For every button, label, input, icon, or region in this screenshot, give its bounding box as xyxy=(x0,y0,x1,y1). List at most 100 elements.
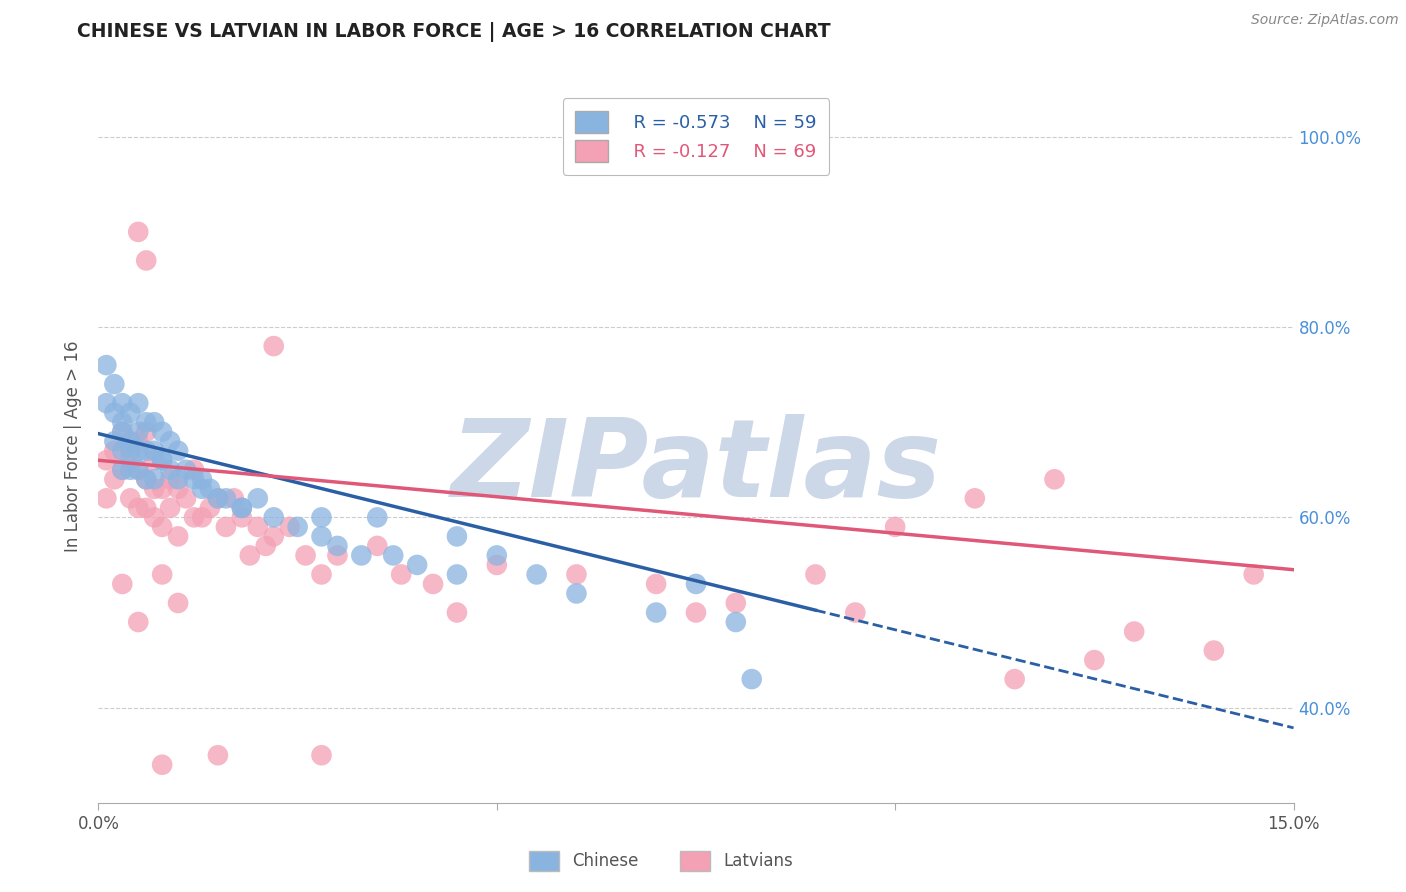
Point xyxy=(167,472,190,486)
Point xyxy=(215,520,238,534)
Point xyxy=(724,615,747,629)
Point xyxy=(96,396,118,410)
Point xyxy=(103,406,125,420)
Point xyxy=(844,606,866,620)
Point xyxy=(143,472,166,486)
Point xyxy=(150,425,173,439)
Point xyxy=(350,549,373,563)
Point xyxy=(111,577,134,591)
Point xyxy=(382,549,405,563)
Point xyxy=(485,558,508,572)
Point xyxy=(406,558,429,572)
Point xyxy=(111,443,134,458)
Point xyxy=(326,539,349,553)
Point xyxy=(1243,567,1265,582)
Point xyxy=(120,463,142,477)
Point xyxy=(804,567,827,582)
Point xyxy=(127,443,149,458)
Point xyxy=(111,463,134,477)
Point xyxy=(239,549,262,563)
Point xyxy=(167,529,190,543)
Point xyxy=(174,463,197,477)
Point xyxy=(143,482,166,496)
Point xyxy=(565,586,588,600)
Point xyxy=(174,491,197,506)
Point xyxy=(120,406,142,420)
Point xyxy=(96,491,118,506)
Point xyxy=(246,520,269,534)
Point xyxy=(135,425,157,439)
Point xyxy=(159,472,181,486)
Point xyxy=(135,415,157,429)
Point xyxy=(150,567,173,582)
Point xyxy=(191,472,214,486)
Point xyxy=(96,453,118,467)
Point xyxy=(724,596,747,610)
Point xyxy=(294,549,316,563)
Point xyxy=(135,500,157,515)
Point xyxy=(446,529,468,543)
Text: Source: ZipAtlas.com: Source: ZipAtlas.com xyxy=(1251,13,1399,28)
Point xyxy=(103,472,125,486)
Point xyxy=(485,549,508,563)
Point xyxy=(103,434,125,449)
Point xyxy=(246,491,269,506)
Point xyxy=(231,510,253,524)
Point xyxy=(645,577,668,591)
Point xyxy=(159,500,181,515)
Point xyxy=(526,567,548,582)
Point xyxy=(254,539,277,553)
Point xyxy=(215,491,238,506)
Point xyxy=(446,606,468,620)
Point xyxy=(135,253,157,268)
Legend: Chinese, Latvians: Chinese, Latvians xyxy=(520,842,801,880)
Point xyxy=(167,596,190,610)
Point xyxy=(135,472,157,486)
Point xyxy=(366,510,388,524)
Point xyxy=(198,500,221,515)
Legend:   R = -0.573    N = 59,   R = -0.127    N = 69: R = -0.573 N = 59, R = -0.127 N = 69 xyxy=(562,98,830,175)
Point xyxy=(167,443,190,458)
Point xyxy=(167,482,190,496)
Point xyxy=(183,472,205,486)
Point xyxy=(127,425,149,439)
Point xyxy=(565,567,588,582)
Point xyxy=(103,443,125,458)
Point xyxy=(1202,643,1225,657)
Point xyxy=(120,491,142,506)
Point xyxy=(127,463,149,477)
Point xyxy=(127,396,149,410)
Point xyxy=(150,520,173,534)
Point xyxy=(422,577,444,591)
Point xyxy=(120,443,142,458)
Point xyxy=(135,472,157,486)
Point xyxy=(143,510,166,524)
Point xyxy=(143,453,166,467)
Point xyxy=(263,339,285,353)
Point xyxy=(311,567,333,582)
Point xyxy=(311,510,333,524)
Point xyxy=(191,482,214,496)
Point xyxy=(645,606,668,620)
Point xyxy=(263,510,285,524)
Point xyxy=(183,463,205,477)
Point xyxy=(127,434,149,449)
Point xyxy=(111,415,134,429)
Point xyxy=(1043,472,1066,486)
Point xyxy=(191,510,214,524)
Point xyxy=(884,520,907,534)
Point xyxy=(103,377,125,392)
Point xyxy=(326,549,349,563)
Point xyxy=(287,520,309,534)
Point xyxy=(685,577,707,591)
Point xyxy=(963,491,986,506)
Point xyxy=(1004,672,1026,686)
Point xyxy=(143,415,166,429)
Point xyxy=(685,606,707,620)
Point xyxy=(150,757,173,772)
Point xyxy=(741,672,763,686)
Point xyxy=(143,443,166,458)
Text: CHINESE VS LATVIAN IN LABOR FORCE | AGE > 16 CORRELATION CHART: CHINESE VS LATVIAN IN LABOR FORCE | AGE … xyxy=(77,22,831,42)
Point xyxy=(127,500,149,515)
Point xyxy=(1123,624,1146,639)
